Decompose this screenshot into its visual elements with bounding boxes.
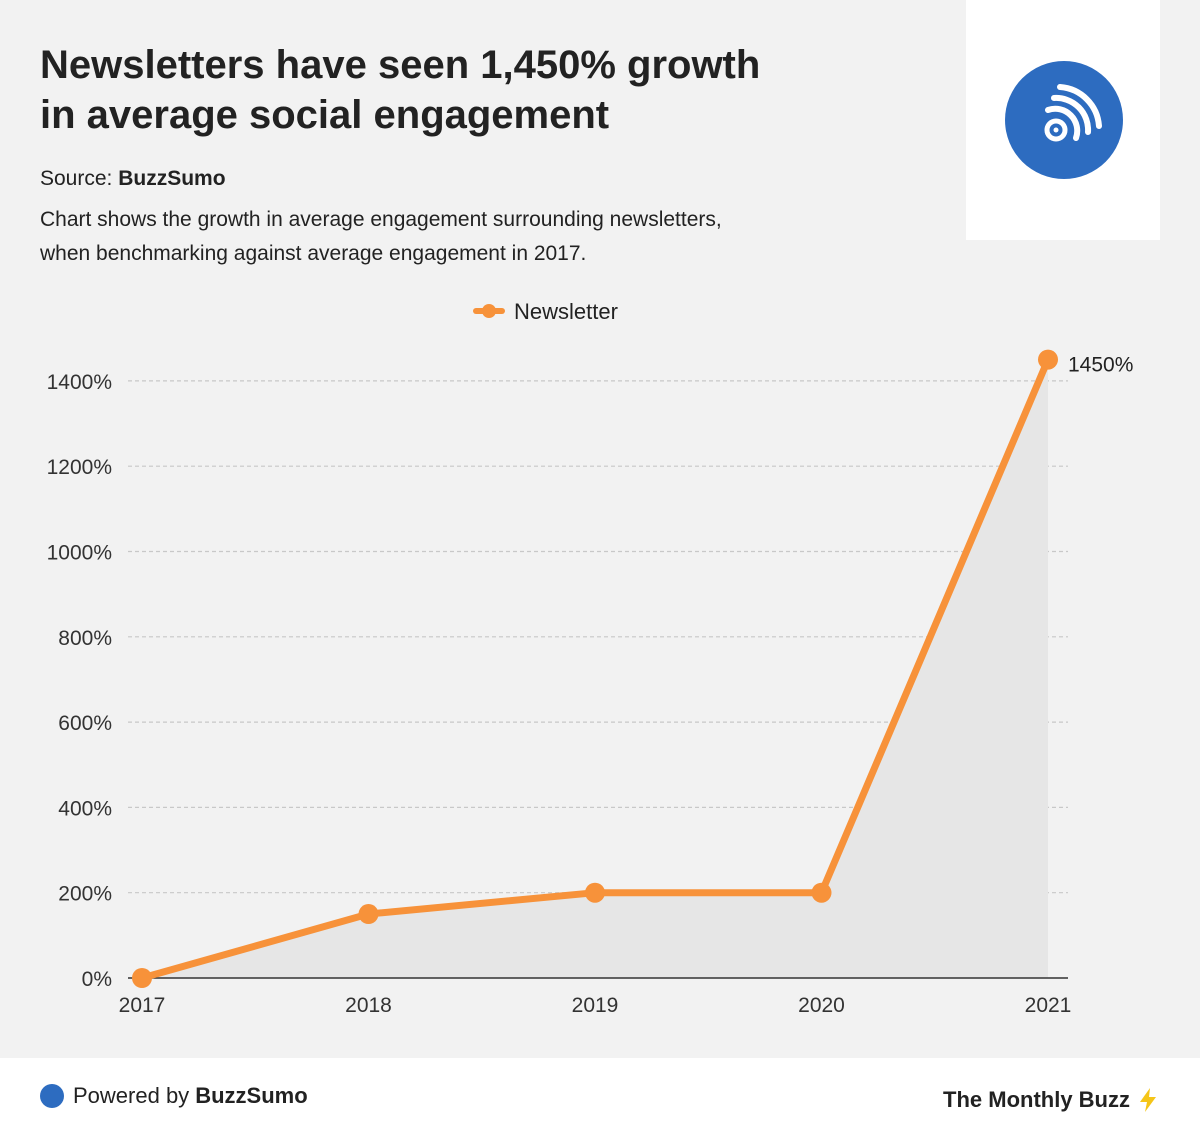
powered-prefix: Powered by (73, 1083, 190, 1108)
brand-name: The Monthly Buzz (943, 1086, 1158, 1114)
lightning-bolt-icon (1140, 1088, 1156, 1112)
source-name: BuzzSumo (118, 167, 226, 190)
legend-swatch-marker (482, 304, 496, 318)
data-point (585, 882, 605, 903)
x-tick-label: 2017 (119, 994, 166, 1017)
x-tick-label: 2019 (572, 994, 619, 1017)
data-point (811, 882, 832, 903)
y-tick-label: 600% (58, 712, 112, 735)
source-label: Source: (40, 167, 113, 190)
powered-by: Powered by BuzzSumo (40, 1082, 308, 1110)
chart-title: Newsletters have seen 1,450% growth in a… (40, 40, 900, 140)
y-tick-label: 800% (58, 627, 112, 650)
chart-description: Chart shows the growth in average engage… (40, 203, 920, 271)
legend-label-newsletter: Newsletter (514, 299, 618, 324)
buzzsumo-dot-icon (40, 1084, 64, 1108)
y-tick-label: 200% (58, 883, 112, 906)
data-label-2021: 1450% (1068, 354, 1133, 377)
x-tick-label: 2018 (345, 994, 392, 1017)
y-tick-label: 1200% (47, 456, 112, 479)
description-line-1: Chart shows the growth in average engage… (40, 208, 722, 231)
x-tick-label: 2021 (1025, 994, 1072, 1017)
description-line-2: when benchmarking against average engage… (40, 242, 587, 265)
title-line-1: Newsletters have seen 1,450% growth (40, 43, 761, 87)
data-point (358, 904, 379, 925)
data-point (1038, 349, 1058, 370)
rss-signal-icon (1005, 61, 1123, 179)
line-chart: Newsletter 0% 200% 400% 600% 800% 1000% 1200% 14… (47, 299, 1134, 1017)
title-line-2: in average social engagement (40, 93, 610, 137)
y-tick-label: 400% (58, 797, 112, 820)
brand-label: The Monthly Buzz (943, 1087, 1130, 1112)
area-fill (142, 359, 1048, 978)
data-point (132, 968, 152, 988)
footer: Powered by BuzzSumo The Monthly Buzz (0, 1058, 1200, 1140)
y-tick-label: 0% (82, 968, 112, 991)
x-tick-label: 2020 (798, 994, 845, 1017)
powered-name: BuzzSumo (195, 1083, 308, 1108)
logo-panel (966, 0, 1160, 240)
source-line: Source: BuzzSumo (40, 166, 226, 192)
y-tick-label: 1000% (47, 542, 112, 565)
y-tick-label: 1400% (47, 371, 112, 394)
